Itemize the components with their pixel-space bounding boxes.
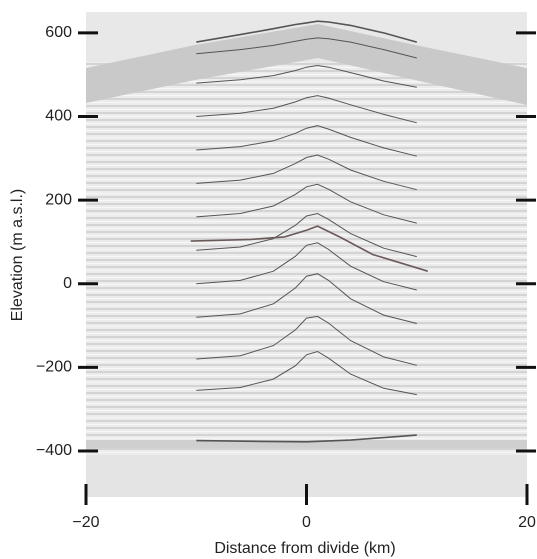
x-tick-label: 0 xyxy=(302,514,311,531)
ice-surface-band xyxy=(86,24,527,105)
layer-line xyxy=(196,64,417,88)
y-tick-label: 200 xyxy=(45,191,72,208)
layer-line xyxy=(196,154,417,191)
y-tick-label: −200 xyxy=(36,359,72,376)
x-tick-label: −20 xyxy=(72,514,99,531)
radargram xyxy=(86,12,527,497)
layer-line xyxy=(196,125,417,157)
x-tick-label: 20 xyxy=(518,514,536,531)
layer-line xyxy=(190,225,429,272)
layer-line xyxy=(196,20,418,43)
layer-line xyxy=(196,212,417,258)
y-axis-label: Elevation (m a.s.l.) xyxy=(9,189,26,321)
layer-line xyxy=(196,183,417,224)
bed-reflection xyxy=(86,440,527,448)
layer-line xyxy=(196,350,417,396)
x-axis-label: Distance from divide (km) xyxy=(214,540,395,557)
y-tick-label: 400 xyxy=(45,108,72,125)
y-tick-label: −400 xyxy=(36,442,72,459)
y-tick-label: 600 xyxy=(45,24,72,41)
layer-line xyxy=(196,434,417,443)
y-tick-label: 0 xyxy=(63,275,72,292)
layer-line xyxy=(196,242,417,291)
layer-line xyxy=(196,95,417,124)
layer-line xyxy=(196,315,417,366)
layer-line xyxy=(196,273,417,324)
layer-line xyxy=(196,37,417,59)
